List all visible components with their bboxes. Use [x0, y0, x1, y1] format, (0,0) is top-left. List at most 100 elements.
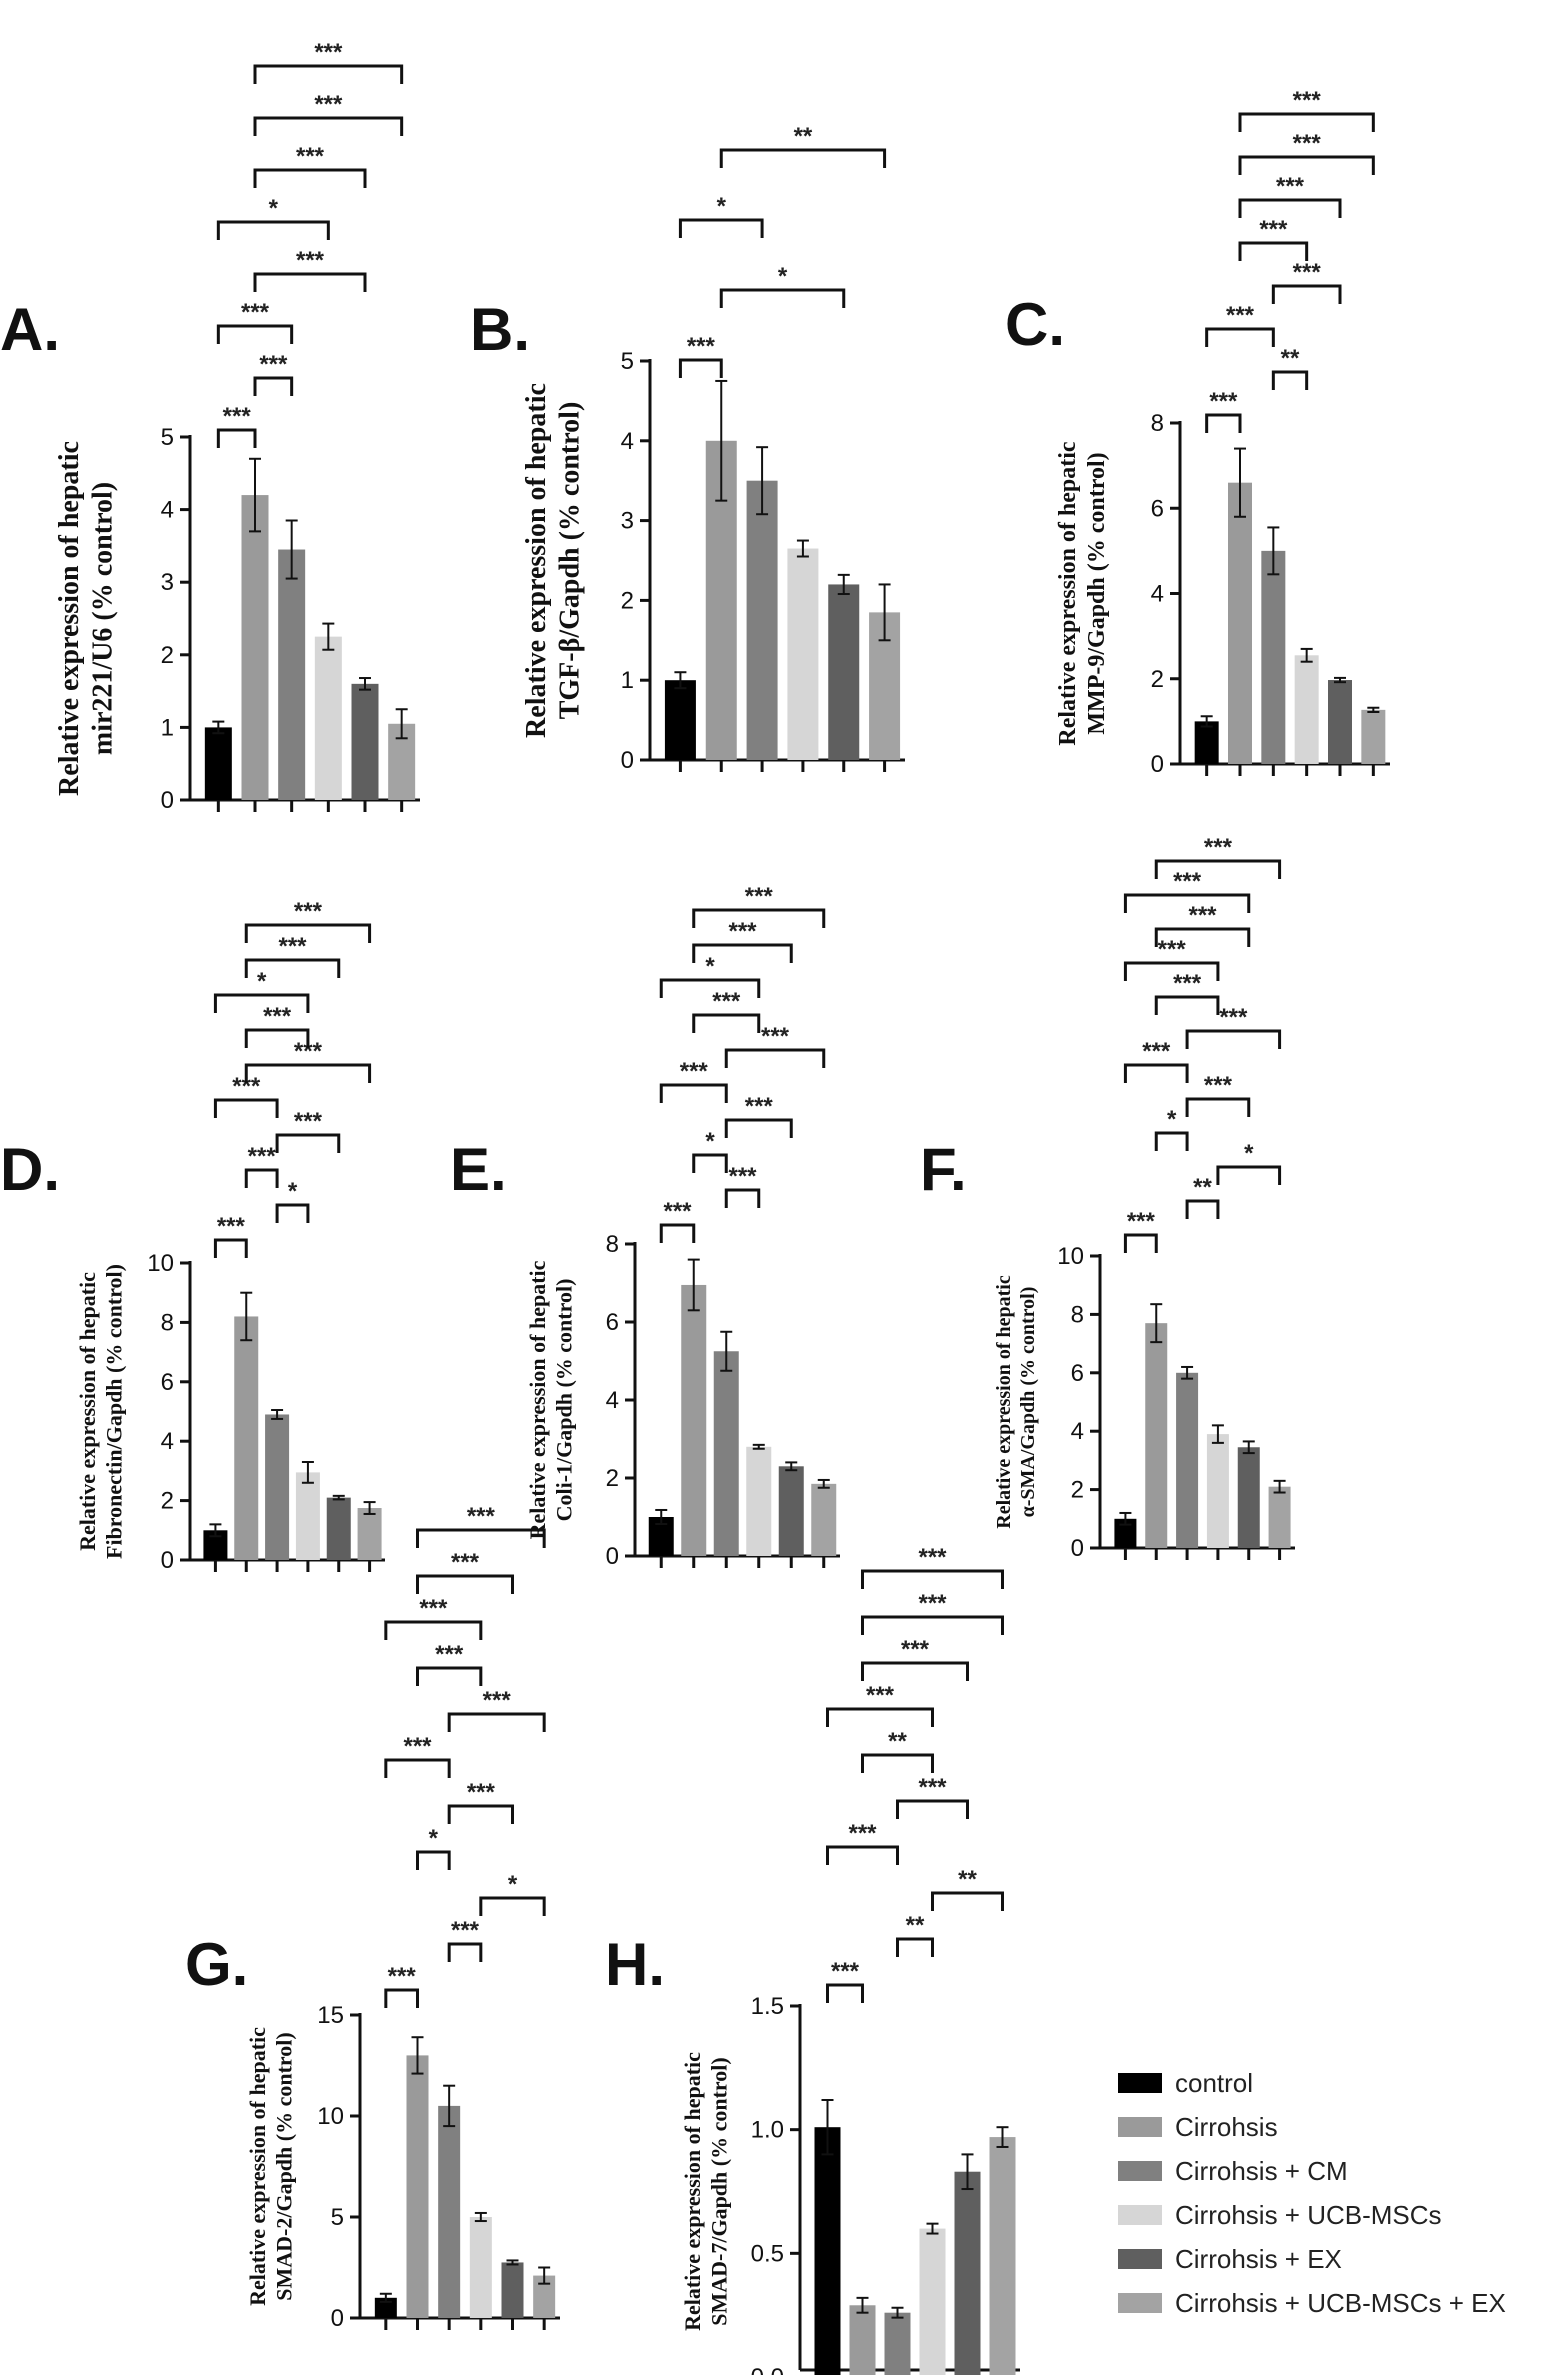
bar: [681, 1284, 707, 1556]
legend: control Cirrohsis Cirrohsis + CM Cirrohsis …: [1118, 2068, 1506, 2318]
significance-label: ***: [403, 1733, 432, 1760]
significance-bracket: [1154, 859, 1282, 879]
significance-bracket: [213, 993, 310, 1013]
significance-label: *: [429, 1825, 439, 1852]
significance-bracket: [1123, 1233, 1158, 1253]
panel-letter: F.: [920, 1136, 967, 1203]
significance-bracket: [1154, 995, 1220, 1015]
y-tick-label: 5: [331, 2204, 344, 2231]
significance-label: ***: [1276, 173, 1305, 200]
significance-label: ***: [728, 918, 757, 945]
bar: [1206, 1434, 1229, 1548]
significance-bracket: [416, 1574, 514, 1594]
significance-label: ***: [848, 1820, 877, 1847]
significance-label: ***: [314, 91, 343, 118]
significance-bracket: [213, 1238, 248, 1258]
significance-label: ***: [761, 1023, 790, 1050]
y-axis-label: Relative expression of hepaticSMAD-2/Gap…: [245, 2027, 296, 2306]
significance-label: *: [705, 953, 715, 980]
bar: [1145, 1323, 1168, 1548]
significance-label: ***: [1293, 130, 1322, 157]
significance-bracket: [896, 1799, 969, 1819]
significance-bracket: [692, 943, 793, 963]
panel-letter: A.: [0, 296, 60, 363]
bar: [1294, 655, 1319, 764]
significance-label: ***: [296, 143, 325, 170]
significance-label: ***: [223, 403, 252, 430]
y-axis-label-line: mir221/U6 (% control): [88, 482, 119, 755]
y-axis-label-line: Relative expression of hepatic: [245, 2027, 270, 2306]
significance-bracket: [1123, 1063, 1189, 1083]
y-tick-label: 2: [1151, 666, 1164, 693]
significance-label: **: [794, 123, 813, 150]
significance-bracket: [719, 288, 846, 308]
significance-label: ***: [278, 933, 307, 960]
significance-label: **: [1193, 1174, 1212, 1201]
y-axis-label: Relative expression of hepaticmir221/U6 …: [54, 441, 119, 796]
legend-swatch: [1118, 2073, 1162, 2093]
y-tick-label: 1.0: [751, 2117, 784, 2144]
y-axis-label: Relative expression of hepaticColi-1/Gap…: [525, 1260, 576, 1539]
significance-bracket: [244, 923, 372, 943]
significance-label: ***: [1259, 216, 1288, 243]
significance-label: ***: [1226, 302, 1255, 329]
y-tick-label: 15: [317, 2002, 344, 2029]
significance-bracket: [724, 1188, 761, 1208]
y-axis-label-line: Relative expression of hepatic: [521, 383, 552, 738]
bar: [746, 480, 778, 760]
y-axis-label-line: Relative expression of hepatic: [1055, 441, 1081, 746]
significance-bracket: [1185, 1097, 1251, 1117]
panel-letter: B.: [470, 296, 530, 363]
y-tick-label: 5: [621, 348, 634, 375]
y-tick-label: 0: [161, 787, 174, 814]
significance-bracket: [659, 978, 761, 998]
significance-label: ***: [831, 1958, 860, 1985]
y-tick-label: 1: [161, 714, 174, 741]
y-tick-label: 8: [1071, 1301, 1084, 1328]
significance-bracket: [692, 1153, 728, 1173]
significance-bracket: [1238, 198, 1342, 218]
significance-bracket: [826, 1845, 899, 1865]
y-tick-label: 4: [606, 1387, 619, 1414]
bar: [314, 636, 342, 800]
significance-label: **: [1281, 345, 1300, 372]
bar: [1228, 482, 1252, 764]
bar: [1176, 1372, 1199, 1548]
y-tick-label: 1: [621, 667, 634, 694]
legend-label: Cirrohsis: [1175, 2112, 1278, 2142]
y-axis-label-line: MMP-9/Gapdh (% control): [1084, 452, 1110, 734]
significance-bracket: [479, 1896, 546, 1916]
y-axis-label-line: Relative expression of hepatic: [75, 1272, 100, 1551]
significance-label: ***: [1293, 87, 1322, 114]
significance-label: ***: [1293, 259, 1322, 286]
legend-swatch: [1118, 2161, 1162, 2181]
significance-label: ***: [1204, 1072, 1233, 1099]
significance-bracket: [1238, 155, 1375, 175]
significance-bracket: [244, 1028, 310, 1048]
panel-e: E. 0 2 4 6 8 Relative expression of hepaticCol…: [450, 883, 840, 1570]
bar: [438, 2105, 461, 2318]
y-tick-label: 2: [621, 587, 634, 614]
y-tick-label: 0.0: [751, 2364, 784, 2375]
significance-bracket: [1238, 112, 1375, 132]
significance-bracket: [1123, 961, 1220, 981]
y-axis-label: Relative expression of hepaticSMAD-7/Gap…: [680, 2052, 731, 2331]
significance-bracket: [861, 1569, 1004, 1589]
y-tick-label: 3: [621, 508, 634, 535]
bar: [1194, 721, 1219, 764]
significance-bracket: [384, 1988, 419, 2008]
y-tick-label: 8: [606, 1231, 619, 1258]
y-axis-label: Relative expression of hepatic MMP-9/Gapd…: [1055, 441, 1110, 746]
significance-label: ***: [1209, 388, 1238, 415]
significance-bracket: [447, 1942, 483, 1962]
significance-bracket: [1205, 327, 1275, 347]
bar: [713, 1351, 739, 1556]
significance-bracket: [692, 908, 826, 928]
y-tick-label: 0: [1151, 751, 1164, 778]
y-tick-label: 4: [161, 1428, 174, 1455]
bar: [1268, 1486, 1291, 1548]
significance-bracket: [253, 116, 404, 136]
bar: [778, 1466, 804, 1556]
significance-bracket: [244, 1063, 372, 1083]
significance-label: ***: [217, 1213, 246, 1240]
